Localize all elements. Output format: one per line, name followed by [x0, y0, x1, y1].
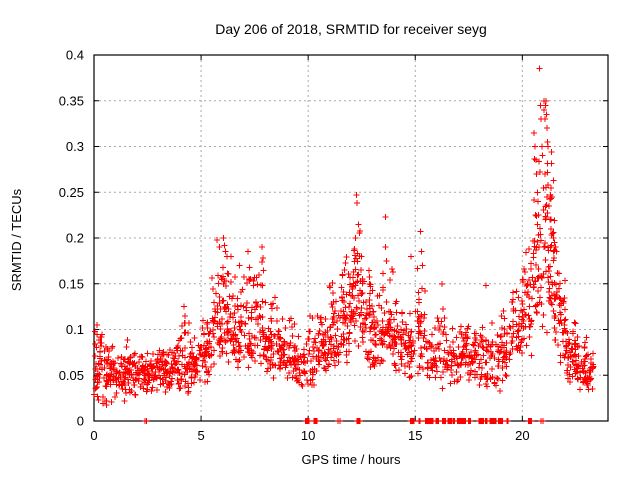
- y-axis-label: SRMTID / TECUs: [9, 188, 24, 291]
- axis-tick-labels: 0 5 10 15 20 0 0.05 0.1 0.15 0.2 0.25 0.3 0.35 0.4: [59, 48, 530, 444]
- scatter-data-points: [91, 65, 597, 424]
- y-tick-label: 0.2: [66, 231, 84, 246]
- plot-border: [93, 54, 609, 422]
- y-tick-label: 0.3: [66, 139, 84, 154]
- x-tick-label: 10: [301, 428, 315, 443]
- chart-title: Day 206 of 2018, SRMTID for receiver sey…: [215, 21, 487, 37]
- y-tick-label: 0.1: [66, 322, 84, 337]
- x-tick-label: 0: [90, 428, 97, 443]
- y-tick-label: 0.35: [59, 93, 84, 108]
- x-tick-label: 5: [197, 428, 204, 443]
- y-tick-label: 0.4: [66, 48, 84, 63]
- x-tick-label: 20: [515, 428, 529, 443]
- y-tick-label: 0: [77, 414, 84, 429]
- x-tick-label: 15: [408, 428, 422, 443]
- y-tick-label: 0.05: [59, 368, 84, 383]
- x-axis-label: GPS time / hours: [302, 452, 401, 467]
- y-tick-label: 0.15: [59, 276, 84, 291]
- y-tick-label: 0.25: [59, 185, 84, 200]
